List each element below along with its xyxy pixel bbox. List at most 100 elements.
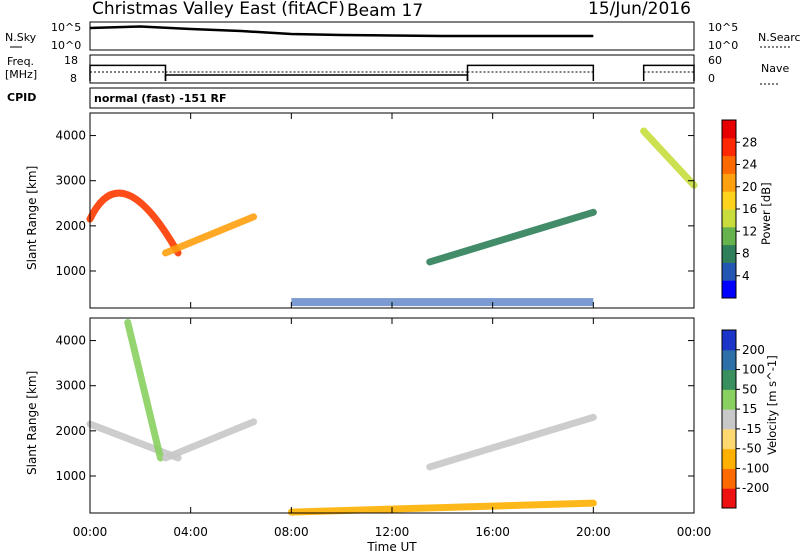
power-ylabel: Slant Range [km] <box>25 166 39 270</box>
nsky-line <box>90 27 694 37</box>
power-band <box>640 127 698 189</box>
colorbar-swatch <box>722 349 736 371</box>
colorbar-tick-label: 28 <box>742 135 757 149</box>
velocity-heatmap <box>86 319 597 516</box>
xtick-label: 00:00 <box>73 525 108 539</box>
power-band <box>426 208 597 266</box>
ytick-label: 1000 <box>55 469 86 483</box>
colorbar-swatch <box>722 262 736 281</box>
colorbar-tick-label: 20 <box>742 180 757 194</box>
nave-right-tick-bottom: 0 <box>708 72 715 85</box>
freq-left-tick-top: 18 <box>64 54 78 67</box>
colorbar-swatch <box>722 409 736 430</box>
ytick-label: 3000 <box>55 379 86 393</box>
xtick-label: 20:00 <box>576 525 611 539</box>
colorbar-tick-label: 15 <box>742 402 757 416</box>
cpid-value: normal (fast) -151 RF <box>94 92 227 105</box>
xtick-label: 00:00 <box>677 525 712 539</box>
colorbar-swatch <box>722 209 736 228</box>
xtick-label: 08:00 <box>274 525 309 539</box>
colorbar-tick-label: 24 <box>742 158 757 172</box>
xtick-label: 16:00 <box>475 525 510 539</box>
colorbar-tick-label: 8 <box>742 247 750 261</box>
velocity-band <box>162 418 258 462</box>
nsky-right-tick-top: 10^5 <box>708 21 738 34</box>
colorbar-swatch <box>722 428 736 450</box>
colorbar-tick-label: 100 <box>742 363 765 377</box>
velocity-band <box>287 499 597 516</box>
colorbar-swatch <box>722 173 736 192</box>
colorbar-tick-label: -50 <box>742 442 762 456</box>
velocity-band <box>86 420 182 462</box>
colorbar-swatch <box>722 137 736 157</box>
freq-segment <box>164 74 469 81</box>
colorbar-swatch <box>722 155 736 174</box>
date-label: 15/Jun/2016 <box>588 0 691 19</box>
colorbar-tick-label: 4 <box>742 269 750 283</box>
colorbar-frame <box>721 329 737 509</box>
nsearch-label: N.Search <box>758 31 800 44</box>
nsky-strip-frame <box>89 21 695 51</box>
nsky-left-tick-top: 10^5 <box>51 21 81 34</box>
colorbar-swatch <box>722 226 736 246</box>
power-band <box>86 189 182 257</box>
nsky-left-tick-bottom: 10^0 <box>51 39 81 52</box>
colorbar-tick-label: -100 <box>742 461 769 475</box>
colorbar-tick-label: -200 <box>742 481 769 495</box>
nave-label: Nave <box>761 62 789 75</box>
xtick-label: 12:00 <box>375 525 410 539</box>
colorbar-swatch <box>722 369 736 390</box>
colorbar-tick-label: 50 <box>742 382 757 396</box>
time-xaxis: 00:00 04:00 08:00 12:00 16:00 20:00 00:00 <box>73 113 712 539</box>
power-ground-scatter <box>291 298 594 307</box>
nave-right-tick-top: 60 <box>708 54 722 67</box>
ytick-label: 4000 <box>55 129 86 143</box>
beam-label: Beam 17 <box>347 1 423 21</box>
freq-segment <box>89 64 167 81</box>
colorbar-swatch <box>722 244 736 263</box>
colorbar-tick-label: 16 <box>742 202 757 216</box>
cpid-frame <box>89 87 695 109</box>
freq-strip-frame <box>89 54 695 84</box>
velocity-cbar-label: Velocity [m s^-1] <box>765 355 779 455</box>
xaxis-label: Time UT <box>366 540 417 554</box>
nsky-series <box>90 27 694 37</box>
colorbar-swatch <box>722 330 736 351</box>
ytick-label: 3000 <box>55 174 86 188</box>
ytick-label: 2000 <box>55 219 86 233</box>
power-panel-frame <box>89 112 695 309</box>
velocity-band <box>426 413 597 471</box>
nsky-label: N.Sky <box>5 31 37 44</box>
ytick-label: 2000 <box>55 424 86 438</box>
cpid-label: CPID <box>7 91 36 104</box>
velocity-panel-frame <box>89 317 695 514</box>
nsky-right-tick-bottom: 10^0 <box>708 39 738 52</box>
ytick-label: 4000 <box>55 334 86 348</box>
power-yaxis: 1000 2000 3000 4000 <box>55 129 694 278</box>
velocity-band <box>124 319 164 462</box>
colorbar-swatch <box>722 120 736 139</box>
colorbar-tick-label: 12 <box>742 224 757 238</box>
colorbar-swatch <box>722 191 736 210</box>
power-colorbar: 4 8 12 16 20 24 28 <box>721 119 757 299</box>
colorbar-tick-label: -15 <box>742 422 762 436</box>
velocity-colorbar: -200 -100 -50 -15 15 50 100 200 <box>721 329 769 509</box>
ytick-label: 1000 <box>55 264 86 278</box>
freq-label: Freq. <box>7 55 34 68</box>
freq-series <box>89 64 695 81</box>
colorbar-swatch <box>722 488 736 509</box>
colorbar-tick-label: 200 <box>742 343 765 357</box>
radar-title: Christmas Valley East (fitACF) <box>92 0 345 19</box>
colorbar-swatch <box>722 468 736 489</box>
freq-unit-label: [MHz] <box>5 68 37 81</box>
freq-left-tick-bottom: 8 <box>70 72 77 85</box>
colorbar-swatch <box>722 389 736 410</box>
xtick-label: 04:00 <box>173 525 208 539</box>
freq-segment <box>466 64 595 81</box>
power-cbar-label: Power [dB] <box>759 182 773 245</box>
freq-segment <box>642 64 695 81</box>
power-heatmap <box>86 127 698 307</box>
colorbar-swatch <box>722 280 736 299</box>
velocity-yaxis: 1000 2000 3000 4000 <box>55 334 694 483</box>
